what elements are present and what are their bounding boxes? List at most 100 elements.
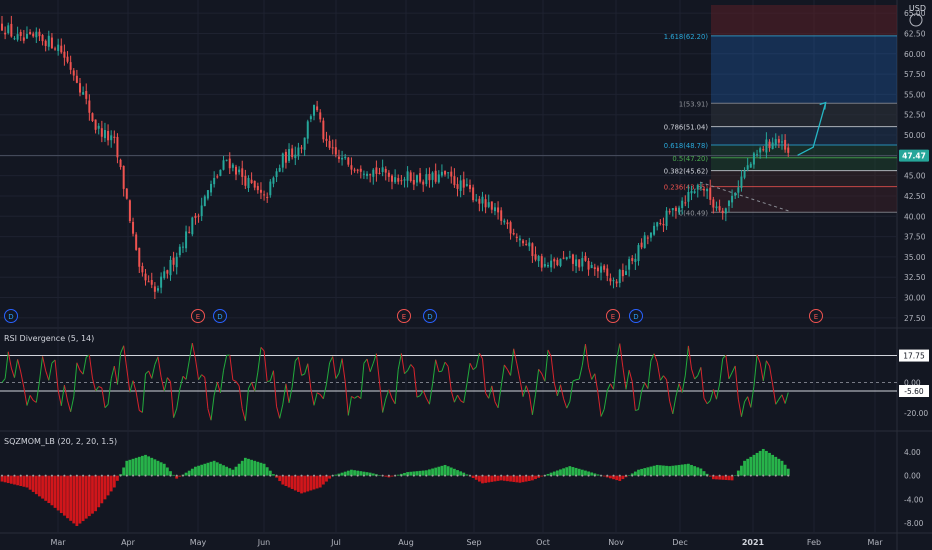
momentum-bar bbox=[250, 459, 253, 476]
rsi-segment bbox=[563, 398, 568, 409]
candle-body bbox=[727, 200, 730, 207]
momentum-bar bbox=[437, 466, 441, 476]
rsi-segment bbox=[397, 353, 402, 370]
rsi-segment bbox=[329, 356, 334, 364]
squeeze-dot bbox=[7, 474, 10, 477]
momentum-bar bbox=[265, 467, 269, 476]
candle-body bbox=[181, 246, 184, 248]
rsi-segment bbox=[553, 382, 558, 397]
candle-body bbox=[47, 35, 50, 47]
squeeze-dot bbox=[425, 474, 428, 477]
candle-body bbox=[391, 175, 393, 182]
momentum-bar bbox=[721, 475, 725, 480]
candle-body bbox=[431, 172, 434, 180]
time-axis-label: Apr bbox=[121, 538, 136, 547]
momentum-axis-tick: -8.00 bbox=[904, 519, 924, 528]
rsi-segment bbox=[513, 348, 518, 364]
candle-body bbox=[593, 267, 596, 270]
momentum-bar bbox=[571, 467, 575, 476]
rsi-segment bbox=[481, 358, 487, 394]
squeeze-dot bbox=[100, 474, 103, 477]
squeeze-dot bbox=[250, 474, 253, 477]
rsi-segment bbox=[510, 348, 515, 376]
candle-body bbox=[41, 35, 44, 42]
squeeze-dot bbox=[238, 474, 241, 477]
squeeze-dot bbox=[400, 474, 403, 477]
candle-body bbox=[653, 225, 656, 235]
momentum-bar bbox=[44, 475, 48, 501]
momentum-bar bbox=[38, 475, 41, 497]
momentum-bar bbox=[671, 465, 675, 476]
momentum-pane-title[interactable]: SQZMOM_LB (20, 2, 20, 1.5) bbox=[4, 437, 118, 446]
squeeze-dot bbox=[75, 474, 78, 477]
candle-body bbox=[774, 139, 777, 145]
event-markers[interactable]: D D D DE E E E bbox=[4, 309, 823, 323]
momentum-bar bbox=[125, 460, 129, 476]
rsi-segment bbox=[7, 351, 12, 369]
momentum-bar bbox=[518, 475, 522, 483]
candle-body bbox=[668, 211, 671, 213]
rsi-segment bbox=[79, 370, 84, 375]
earnings-marker-letter: E bbox=[196, 313, 200, 321]
rsi-segment bbox=[750, 386, 755, 408]
price-candles[interactable] bbox=[1, 15, 790, 300]
rsi-segment bbox=[272, 370, 278, 407]
rsi-segment bbox=[248, 382, 253, 389]
candle-body bbox=[693, 191, 696, 194]
candle-body bbox=[185, 231, 188, 249]
momentum-bar bbox=[771, 454, 775, 476]
momentum-bar bbox=[740, 465, 743, 476]
rsi-divergence-pane[interactable] bbox=[0, 342, 897, 421]
momentum-bar bbox=[203, 463, 207, 476]
momentum-bar bbox=[278, 475, 282, 482]
candle-body bbox=[625, 271, 627, 275]
squeeze-momentum-pane[interactable] bbox=[0, 448, 790, 526]
squeeze-dot bbox=[724, 474, 727, 477]
candle-body bbox=[10, 23, 13, 37]
rsi-segment bbox=[656, 362, 661, 381]
rsi-segment bbox=[625, 369, 630, 390]
momentum-bar bbox=[368, 472, 372, 476]
momentum-bar bbox=[78, 475, 82, 524]
fib-level-label: 1(53.91) bbox=[679, 100, 708, 108]
fibonacci-retracement[interactable]: 1.618(62.20) 1(53.91) 0.786(51.04) 0.618(48… bbox=[0, 5, 897, 217]
candle-body bbox=[734, 193, 737, 196]
squeeze-dot bbox=[225, 474, 228, 477]
candle-body bbox=[515, 236, 518, 239]
candle-body bbox=[497, 207, 500, 213]
price-axis-tick: 35.00 bbox=[904, 253, 926, 262]
momentum-bar bbox=[440, 465, 444, 476]
rsi-segment bbox=[335, 373, 340, 379]
momentum-bar bbox=[75, 475, 79, 526]
candle-body bbox=[250, 179, 253, 184]
rsi-segment bbox=[204, 377, 209, 409]
rsi-segment bbox=[691, 368, 696, 380]
momentum-bar bbox=[490, 475, 494, 482]
momentum-bar bbox=[755, 452, 759, 476]
squeeze-dot bbox=[550, 474, 553, 477]
rsi-pane-title[interactable]: RSI Divergence (5, 14) bbox=[4, 334, 95, 343]
candle-body bbox=[256, 186, 259, 191]
candle-body bbox=[359, 168, 362, 172]
rsi-segment bbox=[104, 404, 109, 409]
rsi-segment bbox=[366, 358, 371, 372]
momentum-bar bbox=[637, 469, 640, 476]
momentum-bar bbox=[362, 471, 366, 476]
candle-body bbox=[643, 235, 646, 249]
rsi-segment bbox=[319, 394, 324, 400]
candle-body bbox=[306, 121, 309, 139]
candle-body bbox=[57, 44, 60, 51]
momentum-bar bbox=[459, 471, 463, 476]
candle-body bbox=[781, 141, 783, 143]
squeeze-dot bbox=[256, 474, 259, 477]
candle-body bbox=[266, 196, 269, 198]
rsi-segment bbox=[609, 383, 614, 390]
rsi-segment bbox=[107, 378, 112, 405]
rsi-segment bbox=[110, 365, 115, 379]
rsi-segment bbox=[600, 409, 605, 417]
candle-body bbox=[54, 48, 57, 50]
rsi-segment bbox=[759, 362, 764, 382]
squeeze-dot bbox=[637, 474, 640, 477]
rsi-segment bbox=[13, 359, 19, 378]
